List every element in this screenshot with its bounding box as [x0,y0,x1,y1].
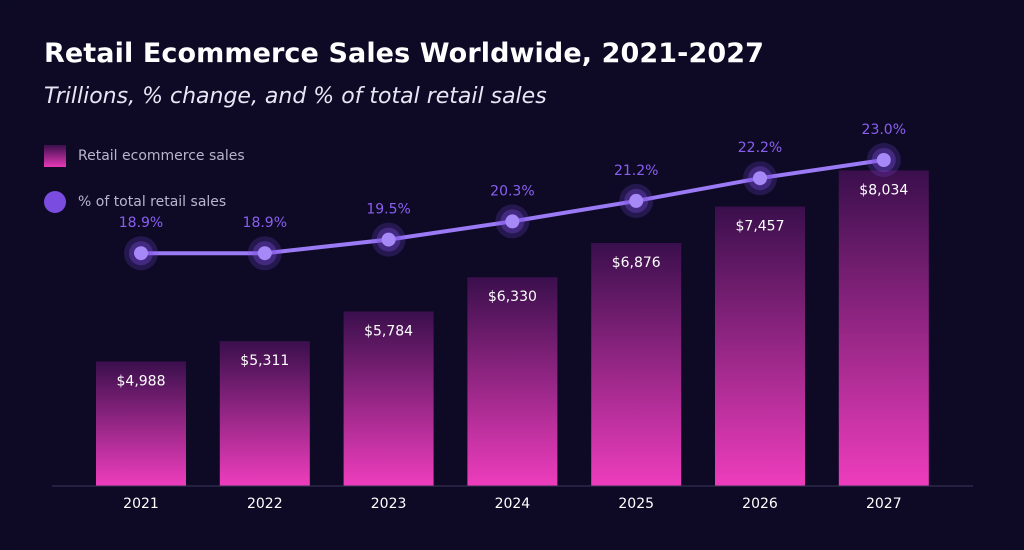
x-tick-label: 2024 [495,496,531,512]
bar-value-label: $5,784 [364,323,413,339]
x-tick-label: 2023 [371,496,407,512]
point-marker [257,246,272,261]
bar-2027 [838,170,929,486]
bar-value-label: $7,457 [736,219,785,235]
chart-title: Retail Ecommerce Sales Worldwide, 2021-2… [44,38,765,69]
percent-value-label: 18.9% [243,215,287,231]
bar-value-label: $8,034 [859,182,908,198]
legend-label-sales: Retail ecommerce sales [78,148,245,164]
bar-value-label: $5,311 [240,353,289,369]
percent-value-label: 23.0% [862,122,906,138]
x-tick-label: 2022 [247,496,283,512]
legend-item-sales: Retail ecommerce sales [44,145,245,167]
point-marker [134,246,148,261]
percent-point-2022 [247,236,282,271]
percent-point-2021 [124,236,158,271]
bar-value-label: $6,330 [488,289,537,305]
legend-item-percent: % of total retail sales [44,191,226,213]
percent-point-2025 [619,183,654,218]
chart-subtitle: Trillions, % change, and % of total reta… [44,84,547,109]
percent-value-label: 22.2% [738,140,782,156]
percent-value-label: 19.5% [366,202,410,218]
bar-2022 [219,341,310,486]
bar-2023 [343,311,434,486]
percent-point-2027 [866,143,901,177]
point-marker [629,193,644,208]
x-tick-label: 2027 [866,496,902,512]
bar-value-label: $4,988 [117,373,166,389]
x-tick-label: 2026 [742,496,778,512]
legend-bar-swatch [44,145,66,167]
point-marker [381,232,396,247]
percent-point-2024 [495,204,530,239]
x-tick-label: 2025 [618,496,654,512]
x-tick-label: 2021 [123,496,159,512]
percent-value-label: 18.9% [119,215,163,231]
bar-2024 [467,277,558,486]
percent-point-2026 [743,161,777,196]
legend-label-percent: % of total retail sales [78,194,227,210]
bar-2021 [96,361,186,486]
point-marker [753,171,767,186]
point-marker [505,214,520,229]
bar-2025 [591,243,682,486]
point-marker [876,153,891,167]
percent-value-label: 20.3% [490,183,534,199]
bar-2026 [715,206,805,486]
bar-value-label: $6,876 [612,255,661,271]
percent-point-2023 [371,222,406,257]
percent-value-label: 21.2% [614,163,658,179]
legend-dot-swatch [44,191,66,213]
